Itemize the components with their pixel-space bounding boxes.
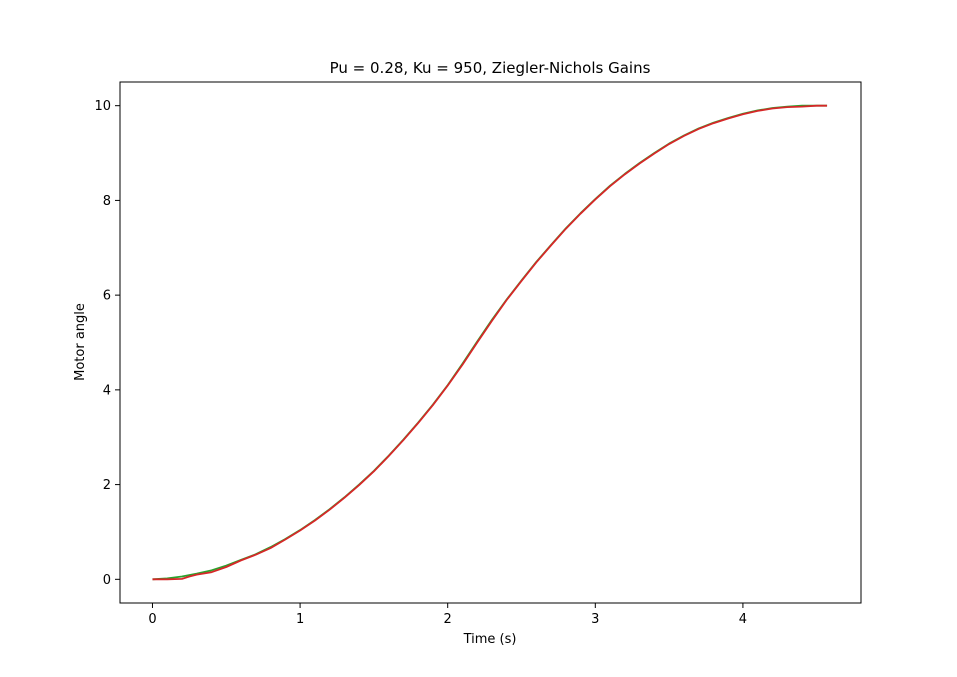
y-axis: 0 2 4 6 8 10 — [94, 99, 120, 588]
x-tick-label: 4 — [739, 612, 747, 627]
plot-frame — [119, 81, 862, 604]
y-tick-label: 2 — [103, 478, 111, 493]
x-tick-label: 1 — [296, 612, 304, 627]
y-tick-label: 10 — [94, 99, 111, 114]
y-tick-label: 0 — [103, 573, 111, 588]
chart-title: Pu = 0.28, Ku = 950, Ziegler-Nichols Gai… — [330, 59, 651, 77]
x-tick-label: 0 — [148, 612, 156, 627]
x-axis-label: Time (s) — [463, 632, 517, 647]
y-axis-label: Motor angle — [73, 303, 88, 381]
x-tick-label: 2 — [444, 612, 452, 627]
x-axis: 0 1 2 3 4 — [148, 603, 747, 627]
y-tick-label: 6 — [103, 289, 111, 304]
series-line-2 — [152, 104, 828, 581]
y-tick-label: 4 — [103, 383, 111, 398]
y-tick-label: 8 — [103, 194, 111, 209]
series-layer — [152, 104, 828, 581]
x-tick-label: 3 — [591, 612, 599, 627]
